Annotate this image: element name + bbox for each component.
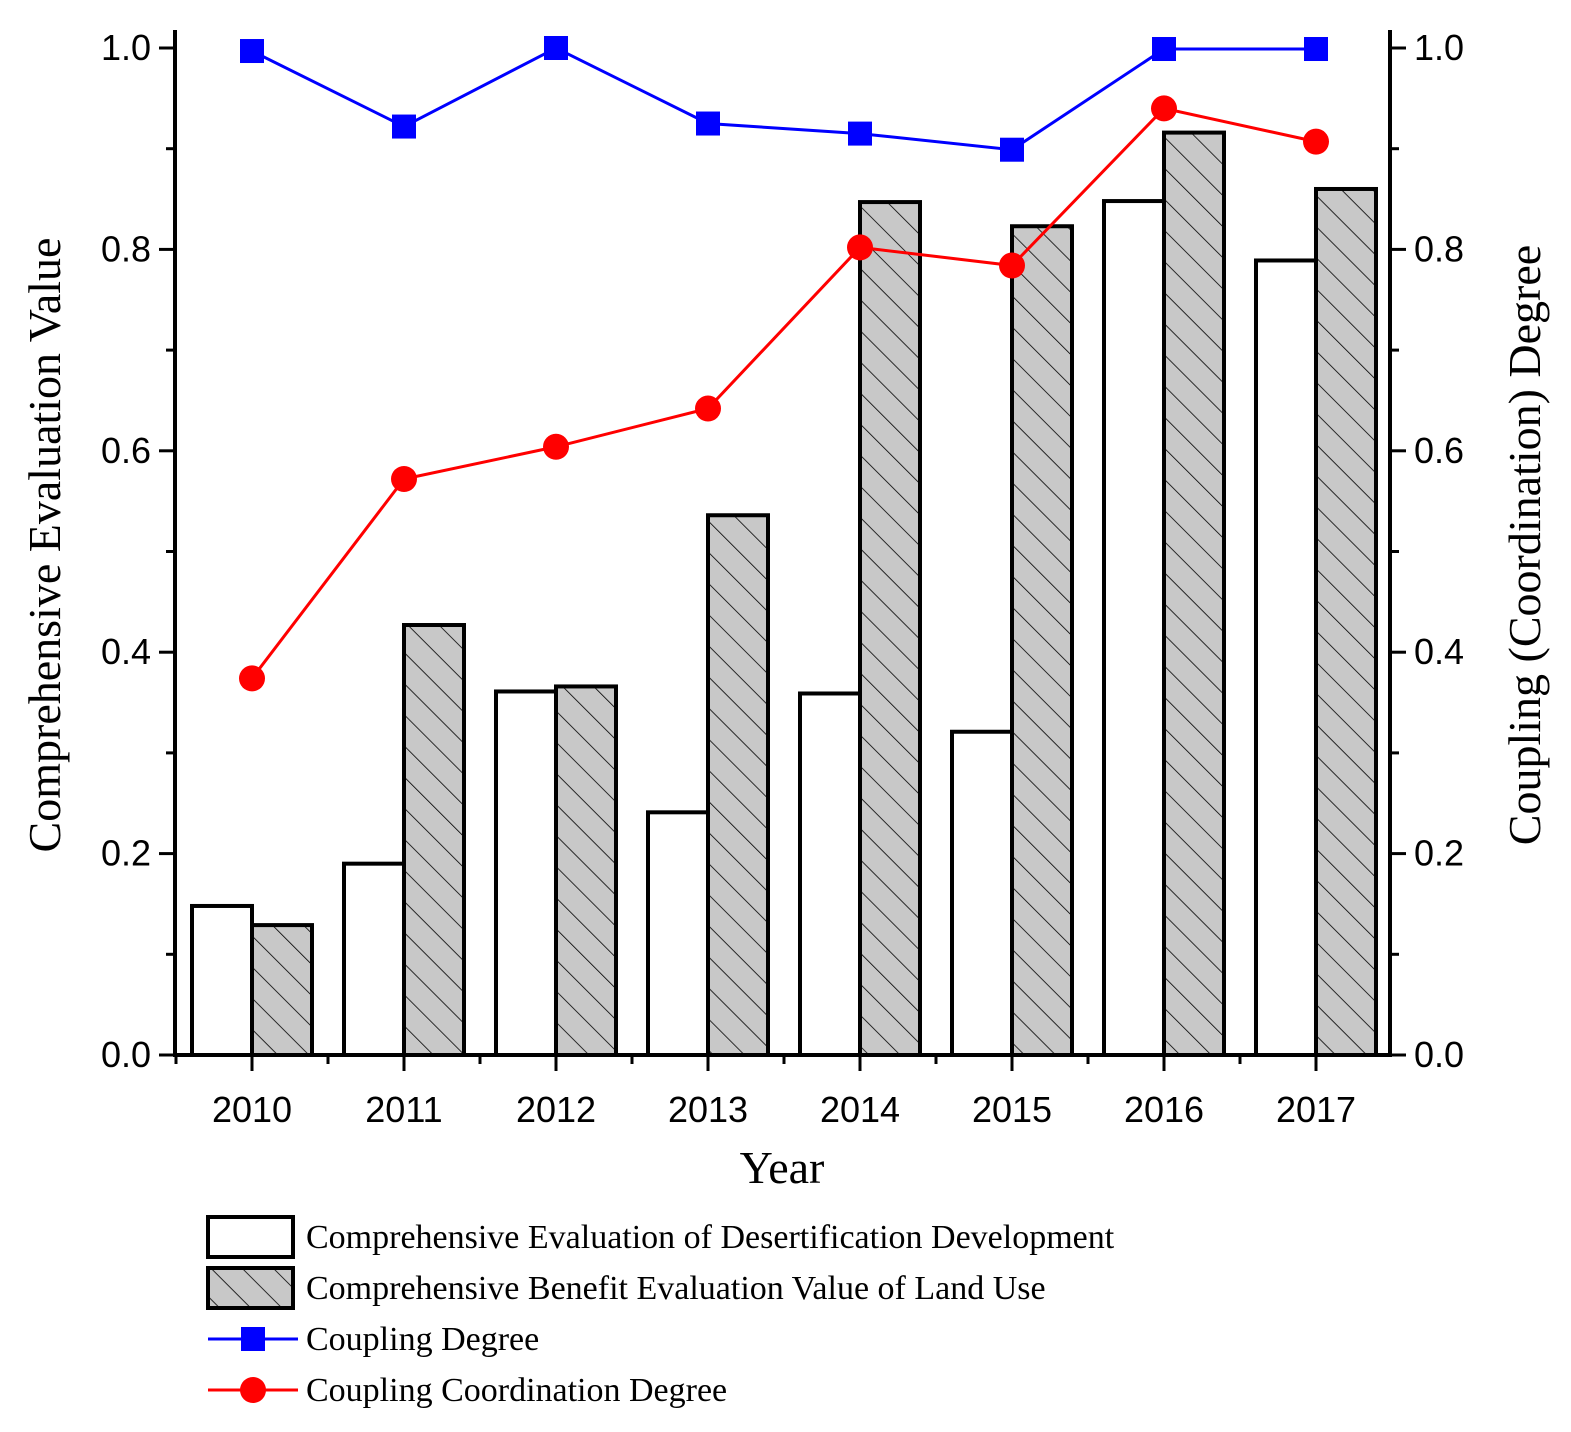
x-tick-label-2017: 2017 (1276, 1089, 1356, 1130)
legend-marker (241, 1327, 265, 1351)
bar-series1-2012 (494, 689, 558, 1058)
line-coupling-degree (251, 46, 1316, 152)
right-y-tick-label: 1.0 (1414, 27, 1464, 68)
bar-series1-2011 (342, 861, 406, 1057)
left-y-tick-label: 1.0 (101, 27, 151, 68)
legend-label: Coupling Degree (306, 1321, 539, 1358)
bar-series1-2013 (646, 810, 710, 1057)
bar-series2-2017 (1314, 186, 1378, 1058)
bar-series2-2010 (250, 923, 314, 1057)
x-axis-title: Year (740, 1142, 825, 1193)
coupling-coordination-degree-point-2010 (239, 665, 265, 692)
legend-label: Comprehensive Evaluation of Desertificat… (306, 1219, 1115, 1256)
x-tick-label-2010: 2010 (212, 1089, 292, 1130)
coupling-coordination-degree-point-2016 (1151, 95, 1177, 122)
coupling-coordination-degree-point-2014 (847, 234, 873, 261)
coupling-degree-point-2013 (696, 111, 720, 136)
left-y-axis-title: Comprehensive Evaluation Value (19, 238, 70, 853)
right-y-tick-label: 0.0 (1414, 1034, 1464, 1075)
right-y-tick-label: 0.8 (1414, 228, 1464, 269)
axes-layer: 0.0 0.2 0.4 0.6 0.8 1.0 0.0 0.2 0.4 0.6 0.8 1.0 2010… (101, 27, 1464, 1130)
bar-series2-2015 (1010, 224, 1074, 1057)
right-y-tick-label: 0.2 (1414, 833, 1464, 874)
x-tick-label-2012: 2012 (516, 1089, 596, 1130)
x-tick-label-2014: 2014 (820, 1089, 900, 1130)
legend-item-3: Coupling Degree (208, 1321, 539, 1358)
bar-series2-2011 (402, 623, 466, 1057)
coupling-degree-point-2017 (1304, 37, 1328, 62)
coupling-degree-point-2015 (1000, 137, 1024, 162)
coupling-degree-point-2011 (392, 114, 416, 139)
legend-label: Comprehensive Benefit Evaluation Value o… (306, 1270, 1046, 1307)
legend-swatch (206, 1266, 295, 1310)
legend: Comprehensive Evaluation of Desertificat… (206, 1215, 1115, 1409)
coupling-degree-point-2010 (240, 39, 264, 64)
x-tick-label-2013: 2013 (668, 1089, 748, 1130)
left-y-tick-label: 0.6 (101, 430, 151, 471)
labels-layer: Year Comprehensive Evaluation Value Coup… (19, 238, 1550, 1193)
bar-series1-2017 (1254, 258, 1318, 1057)
bar-series1-2010 (190, 903, 254, 1057)
bars-layer (190, 130, 1378, 1058)
bar-series2-2012 (554, 684, 618, 1057)
x-tick-label-2011: 2011 (365, 1089, 442, 1130)
line-coupling-coordination-degree (250, 106, 1317, 680)
legend-swatch (206, 1215, 295, 1259)
bar-series1-2015 (950, 729, 1014, 1057)
coupling-coordination-degree-point-2012 (543, 433, 569, 460)
coupling-degree-point-2016 (1152, 37, 1176, 62)
right-y-tick-label: 0.4 (1414, 631, 1464, 672)
legend-marker (240, 1377, 266, 1403)
legend-item-2: Comprehensive Benefit Evaluation Value o… (206, 1266, 1046, 1310)
coupling-coordination-degree-point-2017 (1303, 128, 1329, 155)
x-tick-label-2016: 2016 (1124, 1089, 1204, 1130)
coupling-coordination-degree-point-2011 (391, 465, 417, 492)
left-y-tick-label: 0.2 (101, 833, 151, 874)
left-y-tick-label: 0.4 (101, 631, 151, 672)
lines-layer (239, 36, 1329, 692)
coupling-coordination-degree-point-2013 (695, 395, 721, 422)
left-y-tick-label: 0.0 (101, 1034, 151, 1075)
bar-series2-2016 (1162, 130, 1226, 1057)
x-tick-label-2015: 2015 (972, 1089, 1052, 1130)
bar-series1-2016 (1102, 199, 1166, 1057)
coupling-degree-point-2014 (848, 121, 872, 146)
right-y-tick-label: 0.6 (1414, 430, 1464, 471)
bar-series2-2014 (858, 200, 922, 1058)
legend-label: Coupling Coordination Degree (306, 1372, 727, 1409)
bar-series1-2014 (798, 691, 862, 1057)
legend-item-1: Comprehensive Evaluation of Desertificat… (206, 1215, 1115, 1259)
bar-series2-2013 (706, 513, 770, 1057)
legend-item-4: Coupling Coordination Degree (208, 1372, 727, 1409)
right-y-axis-title: Coupling (Coordination) Degree (1499, 245, 1550, 845)
coupling-degree-point-2012 (544, 36, 568, 60)
coupling-coordination-degree-point-2015 (999, 252, 1025, 279)
left-y-tick-label: 0.8 (101, 228, 151, 269)
